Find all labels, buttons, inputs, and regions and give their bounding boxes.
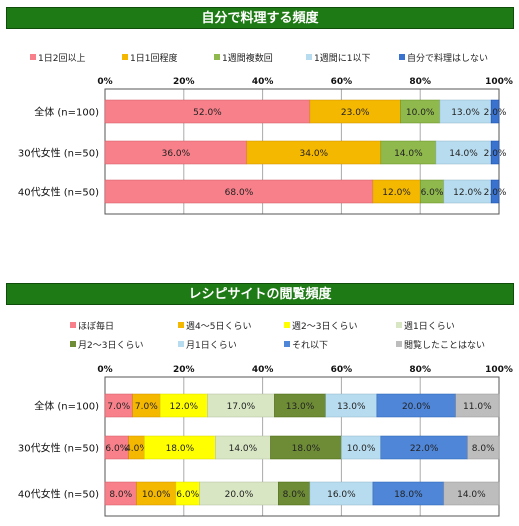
chart1-x-tick-label: 0% bbox=[97, 77, 112, 87]
chart1-category-label: 全体 (n=100) bbox=[34, 106, 99, 119]
chart2-value-label: 20.0% bbox=[225, 490, 254, 500]
chart2-legend-label-4: 週1日くらい bbox=[404, 321, 455, 332]
chart1-x-tick-label: 20% bbox=[173, 77, 195, 87]
chart2-bar-segment bbox=[443, 481, 500, 506]
chart2-legend-swatch-6 bbox=[178, 341, 184, 347]
chart2-legend-swatch-2 bbox=[178, 322, 184, 328]
chart2-legend-label-5: 月2～3日くらい bbox=[78, 340, 143, 351]
chart2-legend-label-2: 週4～5日くらい bbox=[186, 321, 251, 332]
chart2-value-label: 6.0% bbox=[105, 444, 128, 454]
chart1-value-label: 2.0% bbox=[484, 108, 507, 118]
chart1-value-label: 12.0% bbox=[382, 188, 411, 198]
chart1-legend-label-4: 1週間に1以下 bbox=[314, 53, 370, 64]
chart2-legend-swatch-7 bbox=[284, 341, 290, 347]
chart1-value-label: 34.0% bbox=[300, 149, 329, 159]
chart2-legend-swatch-1 bbox=[70, 322, 76, 328]
chart2-value-label: 18.0% bbox=[292, 444, 321, 454]
chart2-value-label: 8.0% bbox=[472, 444, 495, 454]
chart1-legend-swatch-4 bbox=[306, 54, 312, 60]
chart2-value-label: 16.0% bbox=[327, 490, 356, 500]
chart2-x-tick-label: 40% bbox=[252, 365, 274, 375]
chart1-legend-swatch-2 bbox=[122, 54, 128, 60]
chart1-x-tick-label: 60% bbox=[331, 77, 353, 87]
chart1-legend-swatch-1 bbox=[30, 54, 36, 60]
chart2-value-label: 7.0% bbox=[135, 402, 158, 412]
chart2-title: レシピサイトの閲覧頻度 bbox=[6, 283, 514, 305]
chart1-value-label: 2.0% bbox=[484, 149, 507, 159]
chart1-x-tick-label: 40% bbox=[252, 77, 274, 87]
chart1-value-label: 6.0% bbox=[421, 188, 444, 198]
chart1-value-label: 14.0% bbox=[394, 149, 423, 159]
chart2-legend-label-3: 週2～3日くらい bbox=[292, 321, 357, 332]
chart2-legend-swatch-4 bbox=[396, 322, 402, 328]
chart2-legend-swatch-8 bbox=[396, 341, 402, 347]
chart1-bar-segment bbox=[490, 99, 500, 124]
chart1-value-label: 2.0% bbox=[484, 188, 507, 198]
chart1-legend-swatch-3 bbox=[214, 54, 220, 60]
chart2-value-label: 7.0% bbox=[107, 402, 130, 412]
chart1-legend-label-1: 1日2回以上 bbox=[38, 53, 85, 64]
chart2-legend-swatch-3 bbox=[284, 322, 290, 328]
chart2-bar-segment bbox=[467, 435, 500, 460]
chart2-legend-label-8: 閲覧したことはない bbox=[404, 339, 485, 351]
chart2-value-label: 11.0% bbox=[463, 402, 492, 412]
chart1-value-label: 68.0% bbox=[225, 188, 254, 198]
chart2-value-label: 17.0% bbox=[227, 402, 256, 412]
chart1-legend-label-5: 自分で料理はしない bbox=[407, 52, 488, 64]
chart1-value-label: 36.0% bbox=[162, 149, 191, 159]
chart2-value-label: 13.0% bbox=[286, 402, 315, 412]
chart1-value-label: 52.0% bbox=[193, 108, 222, 118]
chart2-value-label: 22.0% bbox=[410, 444, 439, 454]
chart1-category-label: 30代女性 (n=50) bbox=[18, 147, 99, 160]
chart2-value-label: 14.0% bbox=[457, 490, 486, 500]
chart2-value-label: 13.0% bbox=[337, 402, 366, 412]
chart2-category-label: 40代女性 (n=50) bbox=[18, 488, 99, 501]
chart1-value-label: 12.0% bbox=[453, 188, 482, 198]
chart1-value-label: 23.0% bbox=[341, 108, 370, 118]
chart1-value-label: 14.0% bbox=[449, 149, 478, 159]
chart2-category-label: 全体 (n=100) bbox=[34, 400, 99, 413]
chart2-legend-label-1: ほぼ毎日 bbox=[78, 320, 114, 332]
chart2-x-tick-label: 100% bbox=[485, 365, 513, 375]
chart1-legend-label-2: 1日1回程度 bbox=[130, 52, 177, 64]
chart2-value-label: 14.0% bbox=[229, 444, 258, 454]
chart2-legend-label-6: 月1日くらい bbox=[186, 340, 237, 351]
chart1-legend-label-3: 1週間複数回 bbox=[222, 52, 273, 64]
chart1-bar-segment bbox=[490, 140, 500, 165]
chart2-legend-swatch-5 bbox=[70, 341, 76, 347]
chart2-value-label: 8.0% bbox=[109, 490, 132, 500]
chart1-x-tick-label: 80% bbox=[409, 77, 431, 87]
chart1-value-label: 13.0% bbox=[451, 108, 480, 118]
chart2-value-label: 10.0% bbox=[347, 444, 376, 454]
chart1-bar-segment bbox=[490, 179, 500, 204]
chart2-value-label: 18.0% bbox=[394, 490, 423, 500]
chart2-value-label: 8.0% bbox=[283, 490, 306, 500]
chart2-x-tick-label: 60% bbox=[331, 365, 353, 375]
chart2-value-label: 10.0% bbox=[142, 490, 171, 500]
chart2-x-tick-label: 80% bbox=[409, 365, 431, 375]
chart2-value-label: 18.0% bbox=[166, 444, 195, 454]
chart2-value-label: 4.0% bbox=[125, 444, 148, 454]
chart2-x-tick-label: 0% bbox=[97, 365, 112, 375]
chart2-value-label: 6.0% bbox=[176, 490, 199, 500]
chart1-value-label: 10.0% bbox=[406, 108, 435, 118]
chart2-legend-label-7: それ以下 bbox=[292, 340, 328, 351]
chart1-x-tick-label: 100% bbox=[485, 77, 513, 87]
chart2-x-tick-label: 20% bbox=[173, 365, 195, 375]
chart2-value-label: 12.0% bbox=[170, 402, 199, 412]
chart2-category-label: 30代女性 (n=50) bbox=[18, 442, 99, 455]
chart2-value-label: 20.0% bbox=[402, 402, 431, 412]
chart1-category-label: 40代女性 (n=50) bbox=[18, 186, 99, 199]
chart1-title: 自分で料理する頻度 bbox=[6, 7, 514, 29]
chart2-bar-segment bbox=[455, 393, 500, 418]
chart1-legend-swatch-5 bbox=[399, 54, 405, 60]
